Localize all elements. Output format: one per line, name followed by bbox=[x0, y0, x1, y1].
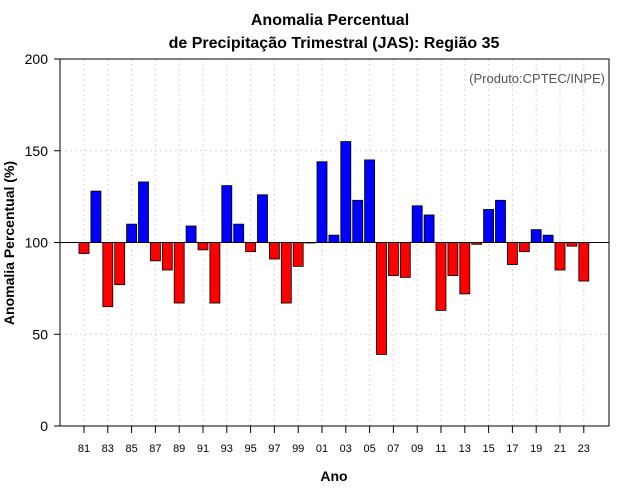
x-tick-label: 23 bbox=[578, 443, 590, 455]
x-axis-ticks: 81 83 85 87 89 91 93 95 97 99 01 03 05 07 09 11 13 15 17 19… bbox=[78, 426, 590, 455]
bars bbox=[78, 141, 590, 355]
bar-22 bbox=[566, 242, 578, 247]
chart-title: Anomalia Percentual bbox=[251, 12, 409, 29]
x-tick-label: 17 bbox=[506, 443, 518, 455]
bar-02 bbox=[328, 234, 340, 243]
bar-17 bbox=[506, 242, 518, 265]
bar-04 bbox=[352, 199, 364, 243]
bar-93 bbox=[221, 185, 233, 243]
bar-03 bbox=[340, 141, 352, 243]
grid-lines bbox=[60, 59, 609, 426]
bar-90 bbox=[185, 225, 197, 243]
x-tick-label: 81 bbox=[78, 443, 90, 455]
bar-18 bbox=[518, 242, 530, 253]
bar-09 bbox=[411, 205, 423, 243]
y-axis-label: Anomalia Percentual (%) bbox=[1, 161, 17, 325]
bar-19 bbox=[530, 229, 542, 243]
bar-97 bbox=[268, 242, 280, 260]
bar-16 bbox=[495, 199, 506, 243]
y-tick-label: 50 bbox=[32, 326, 48, 342]
bar-05 bbox=[364, 159, 376, 243]
bar-91 bbox=[197, 242, 209, 251]
x-tick-label: 07 bbox=[387, 443, 399, 455]
bar-99 bbox=[292, 242, 304, 267]
bar-92 bbox=[209, 242, 221, 304]
bar-15 bbox=[483, 209, 495, 243]
x-tick-label: 15 bbox=[482, 443, 494, 455]
x-tick-label: 85 bbox=[125, 443, 137, 455]
x-tick-label: 95 bbox=[244, 443, 256, 455]
x-tick-label: 99 bbox=[292, 443, 304, 455]
bar-13 bbox=[459, 242, 471, 295]
x-tick-label: 19 bbox=[530, 443, 542, 455]
x-tick-label: 21 bbox=[554, 443, 566, 455]
bar-20 bbox=[542, 234, 554, 243]
bar-98 bbox=[280, 242, 292, 304]
bar-82 bbox=[90, 190, 102, 243]
bar-83 bbox=[102, 242, 114, 308]
x-tick-label: 97 bbox=[268, 443, 280, 455]
y-tick-label: 150 bbox=[25, 143, 49, 159]
bar-23 bbox=[578, 242, 590, 282]
x-tick-label: 89 bbox=[173, 443, 185, 455]
y-tick-label: 100 bbox=[25, 235, 49, 251]
x-tick-label: 13 bbox=[459, 443, 471, 455]
x-tick-label: 93 bbox=[221, 443, 233, 455]
x-tick-label: 91 bbox=[197, 443, 209, 455]
bar-84 bbox=[114, 242, 126, 286]
x-tick-label: 83 bbox=[102, 443, 114, 455]
bar-87 bbox=[149, 242, 161, 262]
bar-88 bbox=[161, 242, 173, 271]
bar-21 bbox=[554, 242, 566, 271]
credit-label: (Produto:CPTEC/INPE) bbox=[469, 71, 605, 86]
x-tick-label: 03 bbox=[340, 443, 352, 455]
bar-94 bbox=[233, 223, 245, 243]
bar-96 bbox=[257, 194, 268, 243]
bar-95 bbox=[245, 242, 257, 253]
y-tick-label: 200 bbox=[25, 51, 49, 67]
bar-89 bbox=[173, 242, 185, 304]
x-tick-label: 11 bbox=[435, 443, 446, 455]
bar-07 bbox=[387, 242, 399, 276]
bar-12 bbox=[447, 242, 459, 276]
bar-01 bbox=[316, 161, 328, 243]
bar-85 bbox=[126, 223, 137, 243]
bar-08 bbox=[399, 242, 411, 278]
chart-subtitle: de Precipitação Trimestral (JAS): Região… bbox=[169, 35, 500, 52]
x-axis-label: Ano bbox=[320, 468, 347, 484]
bar-86 bbox=[138, 181, 149, 243]
x-tick-label: 87 bbox=[149, 443, 161, 455]
y-axis-ticks: 0 50 100 150 200 bbox=[25, 51, 60, 434]
bar-81 bbox=[78, 242, 90, 254]
y-tick-label: 0 bbox=[40, 418, 48, 434]
x-tick-label: 01 bbox=[316, 443, 328, 455]
bar-10 bbox=[423, 214, 435, 243]
bar-06 bbox=[376, 242, 387, 355]
x-tick-label: 05 bbox=[363, 443, 375, 455]
bar-11 bbox=[435, 242, 447, 311]
x-tick-label: 09 bbox=[411, 443, 423, 455]
